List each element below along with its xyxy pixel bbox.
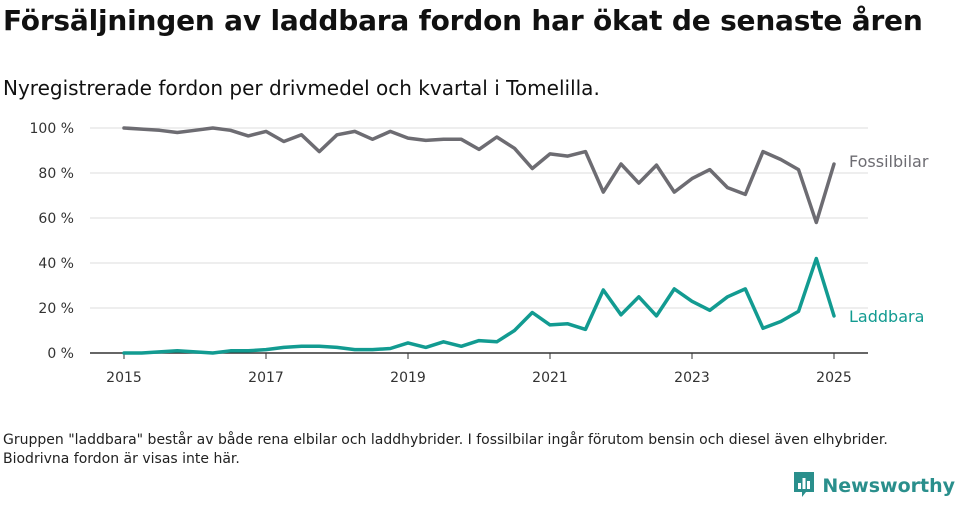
x-tick-label: 2019 (390, 370, 426, 386)
chart-subtitle: Nyregistrerade fordon per drivmedel och … (3, 76, 600, 100)
series-label-fossilbilar: Fossilbilar (849, 152, 929, 171)
y-tick-label: 20 % (38, 301, 74, 317)
y-axis: 0 % 20 % 40 % 60 % 80 % 100 % (30, 121, 74, 362)
x-tick-label: 2015 (106, 370, 142, 386)
y-tick-label: 100 % (30, 121, 74, 137)
newsworthy-logo[interactable]: Newsworthy (792, 471, 955, 501)
y-tick-label: 0 % (47, 346, 74, 362)
series-line-fossilbilar (122, 126, 836, 225)
x-tick-label: 2017 (248, 370, 284, 386)
series-label-laddbara: Laddbara (849, 307, 924, 326)
series-lines (122, 126, 836, 355)
x-tick-label: 2025 (816, 370, 852, 386)
footnote: Gruppen "laddbara" består av både rena e… (3, 432, 888, 467)
bar-chart-icon (792, 470, 816, 502)
x-axis: 2015 2017 2019 2021 2023 2025 (90, 352, 868, 386)
series-line-laddbara (122, 256, 836, 355)
y-tick-label: 40 % (38, 256, 74, 272)
logo-text: Newsworthy (822, 475, 955, 497)
chart-title: Försäljningen av laddbara fordon har öka… (3, 4, 923, 37)
grid-lines (90, 127, 868, 309)
x-tick-label: 2021 (532, 370, 568, 386)
series-labels: Fossilbilar Laddbara (849, 152, 929, 326)
x-tick-label: 2023 (674, 370, 710, 386)
line-chart: 0 % 20 % 40 % 60 % 80 % 100 % 2015 2017 2019 202… (30, 121, 929, 386)
y-tick-label: 80 % (38, 166, 74, 182)
y-tick-label: 60 % (38, 211, 74, 227)
